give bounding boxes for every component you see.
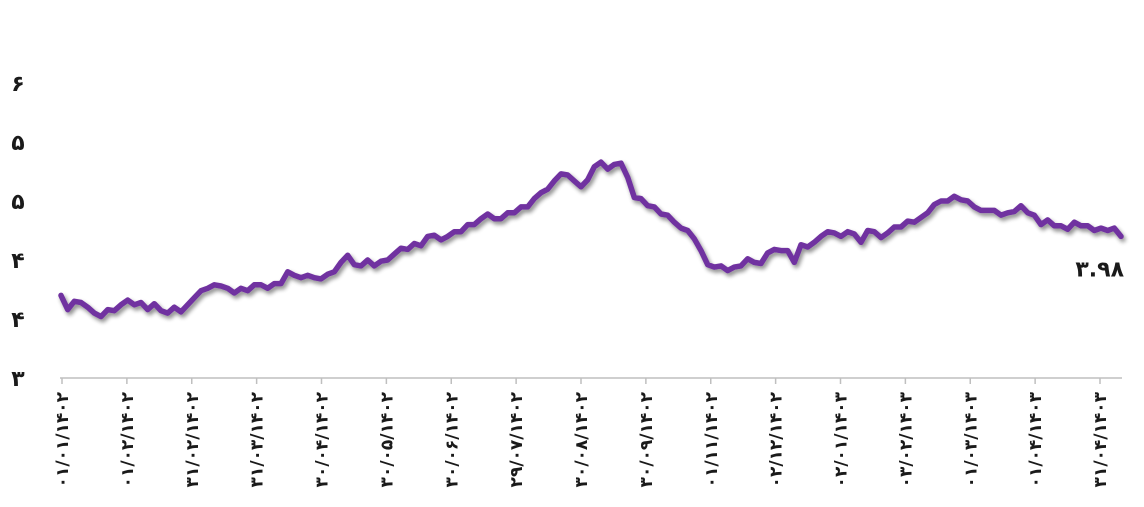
x-axis-tick-labels: ۰۱/۰۱/۱۴۰۲ ۰۱/۰۲/۱۴۰۲ ۳۱/۰۲/۱۴۰۲ ۳۱/۰۳/۱۴۰۲… <box>53 391 1111 487</box>
y-tick-label: ۵ <box>11 131 24 156</box>
x-axis-tick-marks <box>61 378 1101 384</box>
y-tick-label: ۵ <box>11 190 24 215</box>
series-line <box>58 159 1124 320</box>
x-tick-label: ۳۰/۰۵/۱۴۰۲ <box>377 391 397 487</box>
x-tick-label: ۳۱/۰۴/۱۴۰۳ <box>1091 391 1111 487</box>
x-tick-label: ۰۲/۱۲/۱۴۰۲ <box>767 391 787 487</box>
y-tick-label: ۶ <box>11 72 24 97</box>
y-tick-label: ۴ <box>11 308 24 333</box>
last-value-label: ۳.۹۸ <box>1075 257 1124 282</box>
x-tick-label: ۳۰/۰۹/۱۴۰۲ <box>637 391 657 487</box>
x-tick-label: ۳۰/۰۶/۱۴۰۲ <box>442 391 462 487</box>
x-tick-label: ۳۱/۰۳/۱۴۰۲ <box>248 391 268 487</box>
x-tick-label: ۲۹/۰۷/۱۴۰۲ <box>507 391 527 487</box>
x-tick-label: ۰۱/۱۱/۱۴۰۲ <box>702 391 722 487</box>
y-tick-label: ۳ <box>11 367 25 392</box>
x-tick-label: ۳۰/۰۸/۱۴۰۲ <box>572 391 592 487</box>
x-tick-label: ۰۱/۰۲/۱۴۰۲ <box>118 391 138 487</box>
x-tick-label: ۰۱/۰۱/۱۴۰۲ <box>53 391 73 487</box>
x-tick-label: ۰۲/۰۱/۱۴۰۳ <box>832 391 852 487</box>
y-axis-tick-labels: ۳ ۴ ۴ ۵ ۵ ۶ <box>11 72 25 392</box>
y-tick-label: ۴ <box>11 249 24 274</box>
x-tick-label: ۳۰/۰۴/۱۴۰۲ <box>313 391 333 487</box>
x-tick-label: ۰۳/۰۲/۱۴۰۳ <box>896 391 916 487</box>
x-tick-label: ۰۱/۰۴/۱۴۰۳ <box>1026 391 1046 487</box>
x-tick-label: ۳۱/۰۲/۱۴۰۲ <box>183 391 203 487</box>
x-tick-label: ۰۱/۰۳/۱۴۰۳ <box>961 391 981 487</box>
